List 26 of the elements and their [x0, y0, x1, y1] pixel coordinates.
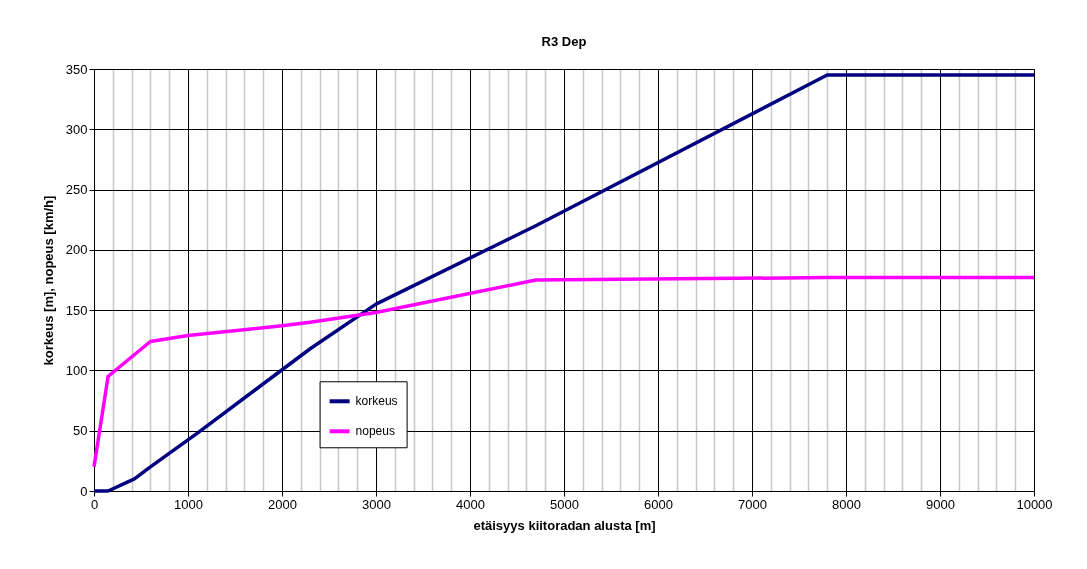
x-tick-label: 2000 [268, 496, 297, 512]
x-tick-label: 5000 [550, 496, 579, 512]
x-tick-label: 1000 [174, 496, 203, 512]
x-tick-label: 10000 [1016, 496, 1053, 512]
y-tick-label: 250 [65, 182, 88, 198]
x-tick-label: 0 [90, 496, 99, 512]
x-tick-label: 7000 [738, 496, 767, 512]
legend-label: korkeus [355, 394, 398, 409]
x-tick-label: 6000 [644, 496, 673, 512]
y-tick-label: 50 [73, 423, 88, 439]
x-tick-label: 3000 [362, 496, 391, 512]
legend-label: nopeus [355, 424, 395, 439]
y-axis-title: korkeus [m], nopeus [km/h] [40, 195, 56, 366]
chart-title: R3 Dep [541, 34, 587, 49]
x-tick-label: 9000 [926, 496, 955, 512]
line-series [92, 73, 1036, 493]
x-axis-title: etäisyys kiitoradan alusta [m] [473, 517, 656, 533]
x-tick-label: 8000 [832, 496, 861, 512]
y-tick-label: 200 [65, 242, 88, 258]
y-tick-label: 350 [65, 61, 88, 77]
y-tick-label: 100 [65, 362, 88, 378]
y-tick-label: 150 [65, 302, 88, 318]
y-tick-label: 0 [80, 483, 88, 499]
line-series [92, 275, 1036, 469]
y-tick-label: 300 [65, 121, 88, 137]
x-tick-label: 4000 [456, 496, 485, 512]
